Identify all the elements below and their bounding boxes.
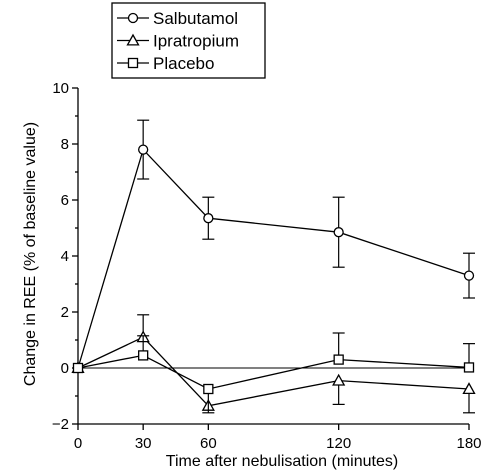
- legend-entry: Salbutamol: [117, 9, 238, 28]
- series-line: [77, 354, 470, 390]
- legend-label: Placebo: [153, 54, 214, 73]
- y-tick-label: 10: [52, 80, 69, 97]
- legend-entry: Placebo: [117, 54, 214, 73]
- series-line: [77, 336, 470, 407]
- legend: Salbutamol Ipratropium Placebo: [111, 2, 266, 79]
- x-tick-label: 30: [135, 435, 152, 452]
- axes: −2 0 2 4 6 8 10 0 30 60 120 180: [52, 80, 482, 452]
- data-point: [463, 362, 475, 373]
- legend-marker: [126, 33, 140, 46]
- x-tick-label: 0: [74, 435, 82, 452]
- x-tick-label: 180: [456, 435, 481, 452]
- data-point: [203, 213, 214, 224]
- y-axis-title: Change in REE (% of baseline value): [22, 122, 39, 386]
- series-salbutamol: [72, 119, 475, 374]
- legend-marker: [127, 12, 139, 24]
- data-point: [333, 354, 344, 365]
- y-tick-label: 6: [61, 192, 69, 209]
- legend-entry: Ipratropium: [117, 32, 239, 51]
- y-tick-label: 0: [61, 360, 69, 377]
- data-point: [463, 270, 475, 281]
- y-tick-label: 2: [61, 304, 69, 321]
- data-point: [332, 373, 346, 386]
- data-point: [333, 227, 344, 238]
- y-tick-label: 4: [61, 248, 69, 265]
- data-point: [203, 383, 214, 395]
- x-tick-label: 120: [326, 435, 351, 452]
- series-line: [77, 148, 470, 369]
- series-placebo: [72, 332, 475, 414]
- legend-label: Ipratropium: [153, 32, 239, 51]
- y-tick-label: 8: [61, 136, 69, 153]
- y-tick-label: −2: [52, 416, 69, 433]
- x-tick-label: 60: [200, 435, 217, 452]
- legend-marker: [127, 57, 139, 69]
- legend-label: Salbutamol: [153, 9, 238, 28]
- data-point: [72, 362, 84, 374]
- data-point: [138, 144, 149, 155]
- data-point: [138, 350, 149, 361]
- x-axis-title: Time after nebulisation (minutes): [166, 453, 398, 470]
- plot-area: [71, 119, 476, 414]
- data-point: [462, 382, 476, 395]
